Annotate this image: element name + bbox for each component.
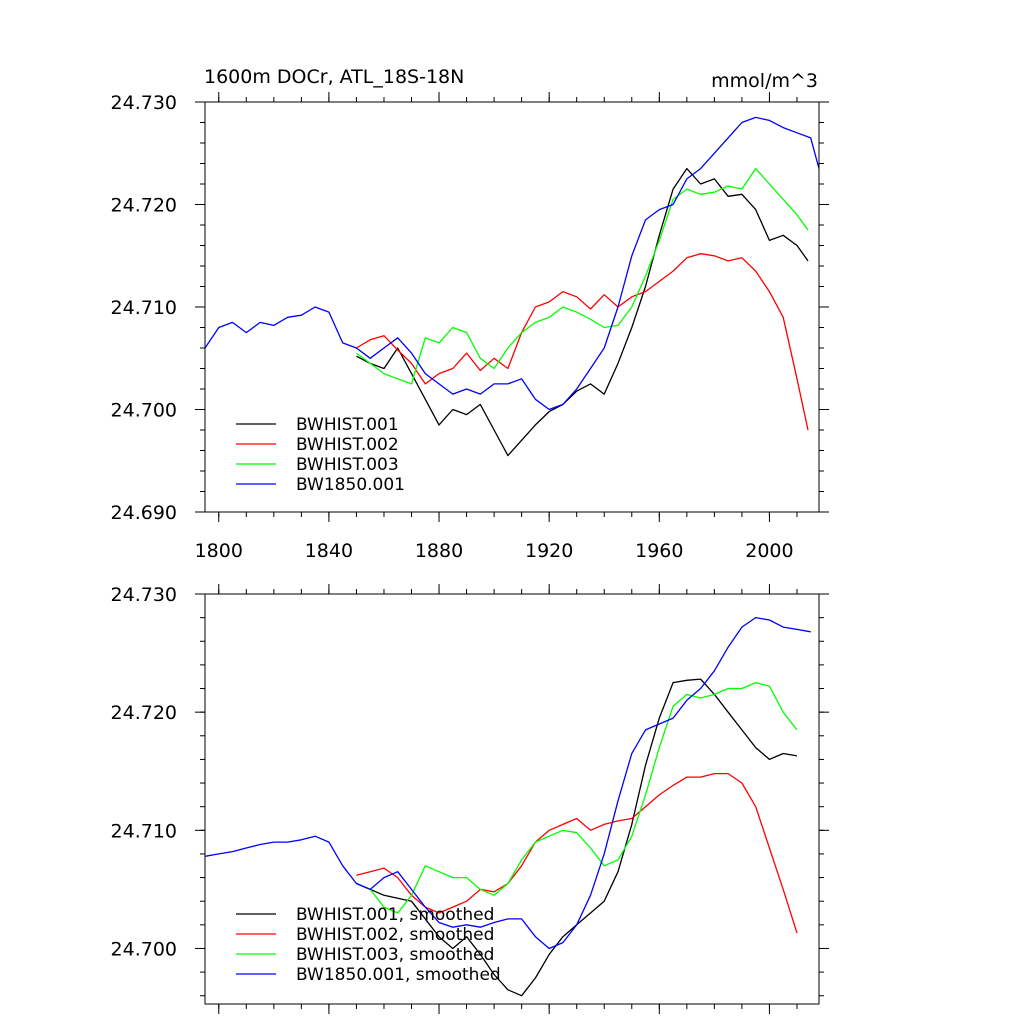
series-line bbox=[205, 616, 811, 950]
y-tick-label: 24.710 bbox=[111, 297, 177, 319]
y-tick-labels: 24.690 24.700 24.710 24.720 24.730 bbox=[111, 92, 177, 524]
series-line bbox=[205, 116, 819, 411]
x-tick-label: 1920 bbox=[525, 540, 573, 562]
series-line bbox=[356, 772, 798, 934]
x-tick-labels: 1800 1840 1880 1920 1960 2000 bbox=[195, 540, 794, 562]
y-tick-label: 24.720 bbox=[111, 702, 177, 724]
x-tick-label: 1960 bbox=[635, 540, 683, 562]
bottom-panel: 24.700 24.710 24.720 24.730 BWHIST.001, smo… bbox=[111, 584, 829, 1014]
legend-label: BWHIST.002 bbox=[296, 435, 399, 455]
legend-label: BW1850.001, smoothed bbox=[296, 965, 501, 985]
x-tick-label: 1880 bbox=[415, 540, 463, 562]
units-label: mmol/m^3 bbox=[711, 70, 818, 92]
y-tick-label: 24.710 bbox=[111, 820, 177, 842]
tick-marks bbox=[195, 584, 829, 1014]
top-panel: 1600m DOCr, ATL_18S-18N mmol/m^3 24.6902… bbox=[111, 66, 829, 562]
legend-label: BWHIST.002, smoothed bbox=[296, 925, 494, 945]
legend-label: BWHIST.003, smoothed bbox=[296, 945, 494, 965]
series-line bbox=[356, 678, 798, 997]
series-line bbox=[356, 167, 809, 457]
chart-title: 1600m DOCr, ATL_18S-18N bbox=[204, 66, 464, 88]
series-line bbox=[356, 167, 809, 385]
y-tick-label: 24.700 bbox=[111, 400, 177, 422]
x-tick-label: 1800 bbox=[195, 540, 243, 562]
legend-label: BWHIST.001 bbox=[296, 415, 399, 435]
data-lines bbox=[205, 116, 819, 457]
y-tick-label: 24.690 bbox=[111, 502, 177, 524]
legend-label: BWHIST.003 bbox=[296, 455, 399, 475]
plot-frame bbox=[204, 593, 820, 1005]
plot-frame bbox=[204, 101, 820, 513]
data-lines bbox=[205, 616, 811, 997]
tick-marks bbox=[195, 92, 829, 522]
y-tick-labels: 24.700 24.710 24.720 24.730 bbox=[111, 584, 177, 960]
legend-label: BWHIST.001, smoothed bbox=[296, 905, 494, 925]
x-tick-label: 1840 bbox=[305, 540, 353, 562]
legend-label: BW1850.001 bbox=[296, 475, 405, 495]
y-tick-label: 24.730 bbox=[111, 92, 177, 114]
y-tick-label: 24.720 bbox=[111, 195, 177, 217]
y-tick-label: 24.700 bbox=[111, 938, 177, 960]
series-line bbox=[356, 681, 798, 914]
y-tick-label: 24.730 bbox=[111, 584, 177, 606]
x-tick-label: 2000 bbox=[745, 540, 793, 562]
